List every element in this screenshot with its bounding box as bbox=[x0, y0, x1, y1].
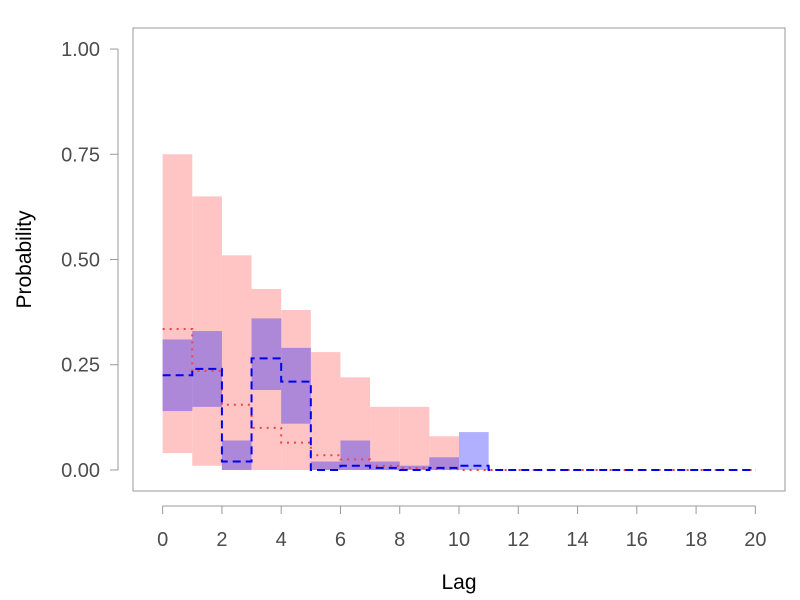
y-tick-label: 0.50 bbox=[61, 250, 100, 272]
x-tick-label: 2 bbox=[216, 529, 227, 551]
y-axis-title: Probability bbox=[13, 210, 36, 309]
overlap-band-bar bbox=[251, 318, 282, 390]
blue-dashed-line bbox=[162, 357, 756, 471]
y-tick-label: 0.00 bbox=[61, 460, 100, 482]
plot-frame bbox=[132, 27, 786, 492]
red-band-bar bbox=[221, 255, 252, 470]
x-axis: 0 2 4 6 8 10 12 14 16 18 20 bbox=[157, 505, 766, 551]
overlap-band-bar bbox=[399, 465, 430, 470]
x-tick-label: 10 bbox=[448, 529, 470, 551]
y-tick-label: 1.00 bbox=[61, 39, 100, 61]
overlap-band-bar bbox=[429, 457, 459, 470]
x-tick-label: 18 bbox=[685, 529, 707, 551]
red-band-bar bbox=[192, 196, 222, 466]
x-tick-label: 0 bbox=[157, 529, 168, 551]
y-axis: 0.00 0.25 0.50 0.75 1.00 bbox=[61, 39, 119, 482]
x-tick-label: 14 bbox=[566, 529, 588, 551]
x-tick-label: 8 bbox=[394, 529, 405, 551]
y-tick-label: 0.25 bbox=[61, 355, 100, 377]
y-tick-label: 0.75 bbox=[61, 144, 100, 166]
overlap-band-bar bbox=[370, 461, 400, 470]
overlap-band-bar bbox=[221, 440, 252, 470]
x-tick-label: 12 bbox=[507, 529, 529, 551]
overlap-band-layer bbox=[162, 318, 459, 470]
step-line-layer bbox=[162, 327, 756, 471]
overlap-band-bar bbox=[281, 347, 311, 424]
red-band-bar bbox=[399, 406, 430, 470]
x-tick-label: 16 bbox=[626, 529, 648, 551]
x-axis-title: Lag bbox=[441, 571, 476, 594]
x-tick-label: 6 bbox=[335, 529, 346, 551]
red-band-bar bbox=[370, 406, 400, 470]
x-tick-label: 4 bbox=[276, 529, 287, 551]
blue-band-bar bbox=[459, 432, 489, 470]
x-tick-label: 20 bbox=[744, 529, 766, 551]
red-band-bar bbox=[310, 352, 341, 470]
overlap-band-bar bbox=[310, 461, 341, 470]
